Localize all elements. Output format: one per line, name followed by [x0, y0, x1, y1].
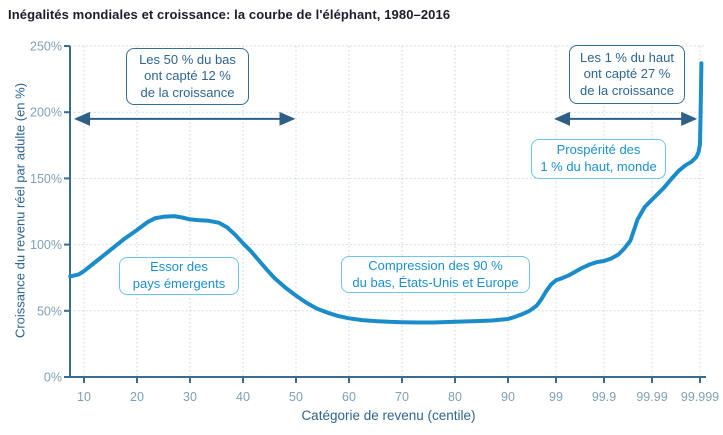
y-axis-title: Croissance du revenu réel par adulte (en… [12, 82, 28, 339]
tick-labels: 10 20 30 40 50 60 70 80 90 99 99.9 99.99 99.999 0% 50%… [30, 40, 719, 405]
annotation-line: Compression des 90 % [368, 257, 503, 273]
x-tick-label: 90 [501, 390, 515, 404]
x-tick-label: 30 [183, 390, 197, 404]
x-tick-label: 99.9 [592, 390, 616, 404]
x-tick-label: 99.99 [636, 390, 667, 404]
gridlines [70, 45, 706, 377]
x-tick-label: 20 [130, 390, 144, 404]
annotation-line: 1 % du haut, monde [540, 159, 657, 174]
annotation-line: de la croissance [140, 84, 235, 100]
x-tick-label: 40 [236, 390, 250, 404]
annotation-line: Les 1 % du haut [580, 49, 674, 65]
y-tick-label: 200% [30, 106, 62, 120]
x-tick-label: 99 [549, 390, 563, 404]
growth-curve [68, 61, 704, 325]
x-tick-label: 10 [77, 390, 91, 404]
x-tick-label: 60 [342, 390, 356, 404]
annotation-compression-box: Compression des 90 % du bas, États-Unis … [341, 256, 530, 293]
x-tick-label: 50 [289, 390, 303, 404]
annotation-top1-box: Les 1 % du haut ont capté 27 % de la cro… [569, 45, 685, 104]
annotation-line: Prospérité des [556, 142, 641, 158]
annotation-line: du bas, États-Unis et Europe [352, 274, 519, 290]
y-tick-label: 100% [30, 238, 62, 252]
annotation-line: Essor des [150, 259, 208, 275]
chart-title: Inégalités mondiales et croissance: la c… [8, 7, 451, 22]
axis-ticks [64, 45, 701, 383]
annotation-prosperite-box: Prospérité des 1 % du haut, monde [531, 139, 666, 179]
y-tick-label: 150% [30, 172, 62, 186]
axes [69, 46, 706, 378]
y-tick-label: 50% [37, 304, 62, 318]
annotation-line: Les 50 % du bas [139, 51, 236, 67]
annotation-line: pays émergents [132, 276, 226, 291]
annotation-bottom50-box: Les 50 % du bas ont capté 12 % de la cro… [126, 48, 249, 105]
annotation-emergents-box: Essor des pays émergents [119, 257, 239, 295]
annotation-line: ont capté 27 % [583, 66, 671, 82]
annotation-line: ont capté 12 % [144, 68, 231, 84]
x-tick-label: 80 [448, 390, 462, 404]
growth-curve-line [68, 61, 704, 325]
x-axis-title: Catégorie de revenu (centile) [301, 408, 476, 423]
x-tick-label: 99.999 [681, 390, 719, 404]
annotation-line: de la croissance [580, 82, 674, 98]
y-tick-label: 250% [30, 40, 62, 54]
y-tick-label: 0% [44, 371, 62, 385]
x-tick-label: 70 [395, 390, 409, 404]
